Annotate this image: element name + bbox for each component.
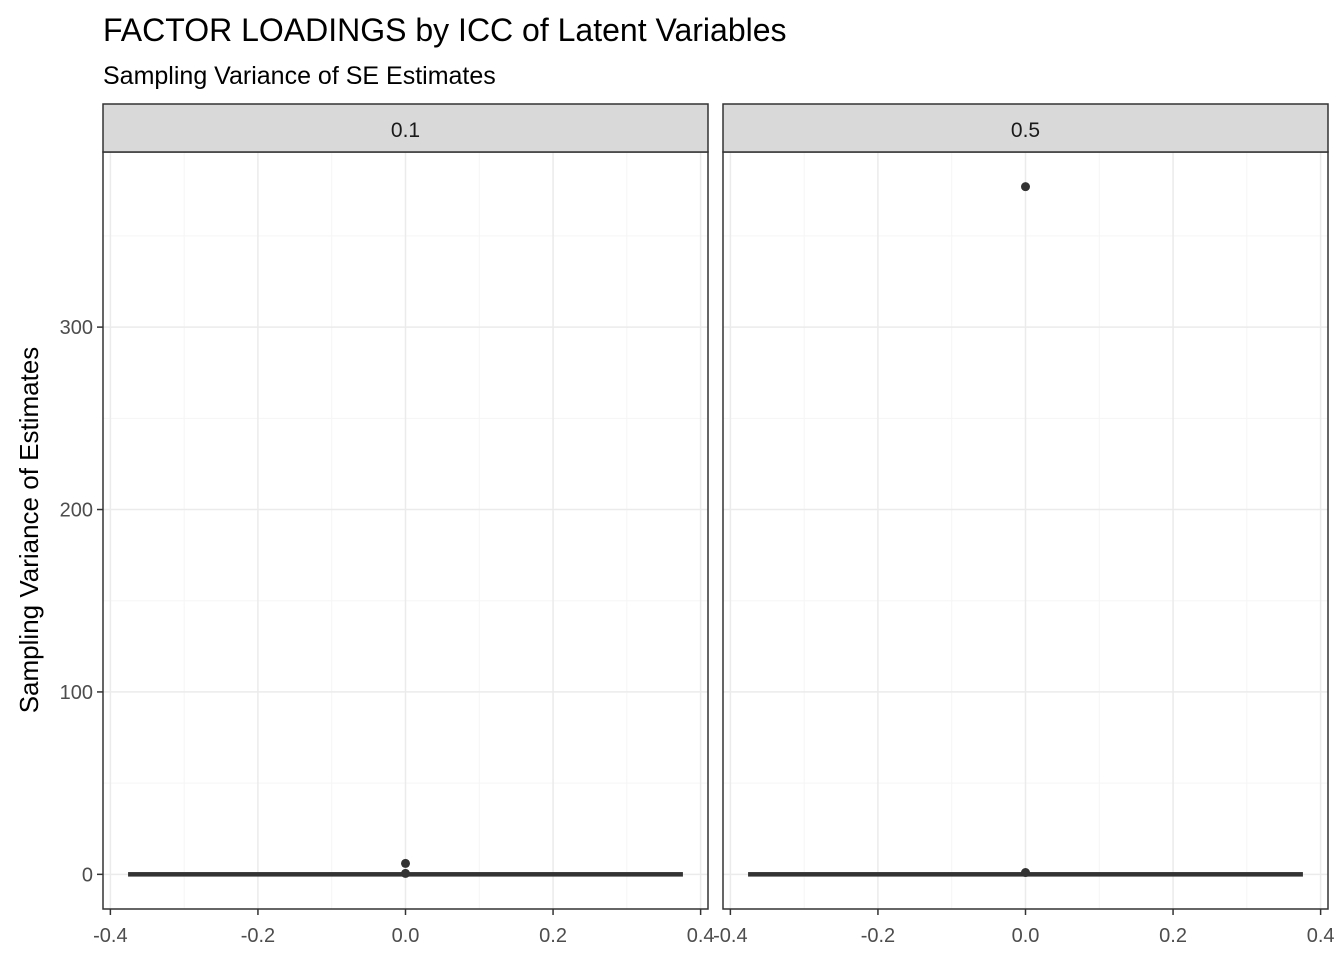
chart-subtitle: Sampling Variance of SE Estimates [103,62,496,90]
x-tick-label: -0.2 [861,925,895,947]
y-tick-label: 200 [60,500,93,522]
outlier-point [1021,868,1030,878]
x-tick-label: -0.4 [713,925,747,947]
outlier-point [401,858,410,868]
facet-strip-label: 0.1 [391,119,420,142]
facet-strip [722,103,1329,153]
x-tick-label: 0.2 [1159,925,1187,947]
x-tick-label: 0.0 [1012,925,1040,947]
chart-title: FACTOR LOADINGS by ICC of Latent Variabl… [103,12,787,48]
facet-panels: 0.1 -0.4 -0.2 0.0 0.2 0.4 0.5 -0.4 -0.2 0.0 0.2 0.4 [93,103,1335,947]
x-tick-label: 0.4 [687,925,715,947]
facet-strip-label: 0.5 [1011,119,1040,142]
y-tick-label: 300 [60,317,93,339]
facet-strip [102,103,709,153]
outlier-point [401,868,410,878]
x-tick-label: 0.2 [539,925,567,947]
outlier-point [1021,182,1030,192]
x-tick-label: -0.2 [241,925,275,947]
facet-panel: 0.5 -0.4 -0.2 0.0 0.2 0.4 [713,103,1335,947]
y-tick-label: 0 [82,864,93,886]
x-tick-label: 0.4 [1307,925,1335,947]
facet-panel: 0.1 -0.4 -0.2 0.0 0.2 0.4 [93,103,715,947]
y-axis: 0 100 200 300 [60,317,103,886]
y-tick-label: 100 [60,682,93,704]
x-tick-label: -0.4 [93,925,127,947]
y-axis-label: Sampling Variance of Estimates [14,347,44,714]
x-tick-label: 0.0 [392,925,420,947]
